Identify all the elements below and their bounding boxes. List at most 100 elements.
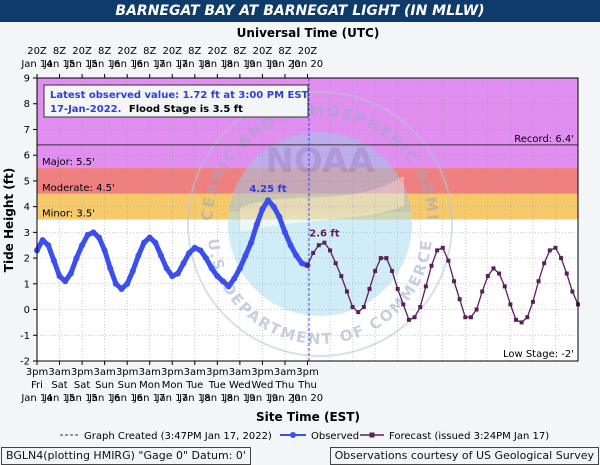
latest-value-text: Latest observed value: 1.72 ft at 3:00 P…: [50, 90, 309, 101]
forecast-point: [322, 240, 327, 245]
y-tick-label: 3: [24, 228, 30, 239]
observed-point: [67, 270, 74, 277]
bottom-tick-label: Sat: [51, 380, 67, 391]
top-tick-label: 20Z: [298, 46, 318, 57]
observed-point: [146, 234, 153, 241]
forecast-point: [316, 243, 321, 248]
bottom-tick-label: Thu: [275, 380, 295, 391]
x-axis-label: Site Time (EST): [256, 410, 360, 424]
y-tick-label: -2: [20, 357, 30, 368]
top-tick-label: 20Z: [162, 46, 182, 57]
observed-point: [50, 257, 57, 264]
observed-point: [163, 265, 170, 272]
observed-point: [265, 197, 272, 204]
observed-point: [186, 249, 193, 256]
top-tick-label: 20Z: [72, 46, 92, 57]
bottom-tick-label: 3am: [48, 367, 70, 378]
forecast-point: [485, 274, 490, 279]
observed-point: [208, 265, 215, 272]
top-tick-label: Jan 18: [201, 59, 233, 70]
legend-forecast: Forecast (issued 3:24PM Jan 17): [389, 431, 549, 442]
forecast-point: [547, 248, 552, 253]
forecast-point: [468, 315, 473, 320]
forecast-point: [412, 315, 417, 320]
forecast-peak-label: 2.6 ft: [309, 229, 340, 240]
bottom-tick-label: Jan 20: [291, 393, 323, 404]
top-tick-label: Jan 17: [156, 59, 188, 70]
bottom-tick-label: Jan 15: [65, 393, 97, 404]
top-tick-label: Jan 17: [133, 59, 165, 70]
observed-point: [73, 255, 80, 262]
forecast-point: [463, 315, 468, 320]
legend: Graph Created (3:47PM Jan 17, 2022) Obse…: [60, 431, 549, 442]
bottom-tick-label: 3pm: [161, 367, 183, 378]
top-tick-label: Jan 19: [246, 59, 278, 70]
top-tick-label: Jan 15: [65, 59, 97, 70]
svg-text:17-Jan-2022. Flood Stage: 17-Jan-2022. Flood Stage is 3.5 ft: [50, 104, 243, 115]
y-tick-label: 9: [24, 74, 30, 85]
forecast-point: [378, 256, 383, 261]
bottom-tick-label: 3pm: [206, 367, 228, 378]
bottom-tick-label: Sun: [118, 380, 137, 391]
flood-stage-text: Flood Stage is 3.5 ft: [129, 104, 243, 115]
bottom-tick-label: Fri: [31, 380, 43, 391]
forecast-point: [553, 245, 558, 250]
forecast-point: [564, 271, 569, 276]
bottom-tick-label: Jan 17: [133, 393, 165, 404]
bottom-tick-label: Mon: [162, 380, 183, 391]
forecast-point: [401, 302, 406, 307]
top-tick-label: Jan 16: [88, 59, 120, 70]
bottom-tick-label: 3pm: [71, 367, 93, 378]
top-tick-label: Jan 14: [20, 59, 52, 70]
forecast-point: [423, 284, 428, 289]
observed-point: [141, 239, 148, 246]
band-label-major: Major: 5.5': [42, 157, 95, 168]
y-tick-label: 7: [24, 125, 30, 136]
record-label: Record: 6.4': [514, 134, 574, 145]
observed-point: [293, 252, 300, 259]
forecast-point: [373, 268, 378, 273]
observed-point: [84, 231, 91, 238]
forecast-point: [311, 250, 316, 255]
y-axis-label: Tide Height (ft): [2, 168, 16, 272]
top-tick-label: Jan 19: [223, 59, 255, 70]
forecast-point: [480, 289, 485, 294]
forecast-point: [530, 299, 535, 304]
observed-point: [56, 273, 63, 280]
top-tick-label: Jan 18: [178, 59, 210, 70]
observed-point: [174, 270, 181, 277]
bottom-tick-label: Jan 19: [246, 393, 278, 404]
bottom-tick-label: 3pm: [251, 367, 273, 378]
observed-point: [129, 267, 136, 274]
watermark-noaa: NOAA: [265, 141, 375, 181]
observed-point: [253, 221, 260, 228]
observed-point: [298, 260, 305, 267]
bottom-tick-label: Mon: [139, 380, 160, 391]
observed-point: [62, 278, 69, 285]
top-tick-label: 8Z: [53, 46, 66, 57]
observed-point: [95, 234, 102, 241]
forecast-point: [367, 286, 372, 291]
forecast-point: [457, 297, 462, 302]
top-tick-label: 20Z: [117, 46, 137, 57]
bottom-tick-label: Wed: [252, 380, 274, 391]
y-tick-label: 8: [24, 99, 30, 110]
bottom-tick-label: Tue: [208, 380, 226, 391]
y-tick-label: 6: [24, 151, 30, 162]
footer-datum: BGLN4(plotting HMIRG) "Gage 0" Datum: 0': [1, 447, 251, 465]
bottom-tick-label: Tue: [185, 380, 203, 391]
forecast-point: [474, 307, 479, 312]
forecast-point: [344, 289, 349, 294]
observed-point: [242, 252, 249, 259]
forecast-point: [440, 245, 445, 250]
top-tick-label: Jan 15: [43, 59, 75, 70]
forecast-point: [429, 263, 434, 268]
top-tick-label: 8Z: [233, 46, 246, 57]
top-tick-label: 8Z: [188, 46, 201, 57]
forecast-point: [491, 266, 496, 271]
bottom-tick-label: Jan 14: [20, 393, 52, 404]
observed-point: [236, 265, 243, 272]
observed-point: [219, 278, 226, 285]
low-stage-label: Low Stage: -2': [503, 349, 574, 360]
legend-graph-created: Graph Created (3:47PM Jan 17, 2022): [84, 431, 272, 442]
